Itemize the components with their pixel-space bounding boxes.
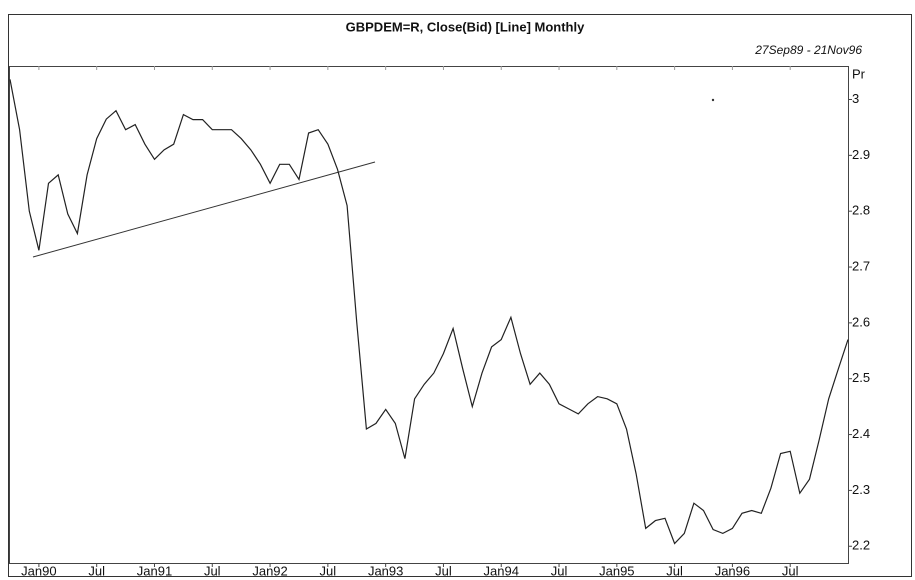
x-tick-label: Jul [88,563,105,578]
y-tick-label: 2.2 [852,538,870,553]
x-tick-label: Jan95 [599,563,634,578]
trend-line [32,161,376,258]
y-tick-label: 2.3 [852,482,870,497]
plot-area [9,66,849,564]
x-tick-label: Jul [666,563,683,578]
x-tick-label: Jan93 [368,563,403,578]
x-tick-label: Jan94 [484,563,519,578]
x-tick-label: Jan90 [21,563,56,578]
y-tick-label: 2.7 [852,258,870,273]
x-tick-label: Jul [782,563,799,578]
chart-subtitle: 27Sep89 - 21Nov96 [754,43,862,57]
x-tick-label: Jan92 [252,563,287,578]
x-tick-label: Jul [320,563,337,578]
y-tick-label: 3 [852,91,859,106]
frame [8,14,912,577]
price-line [9,79,849,545]
y-tick-label: 2.6 [852,314,870,329]
dot [711,98,715,102]
y-axis-label: Pr [852,66,866,81]
y-tick-label: 2.4 [852,426,870,441]
y-tick-label: 2.9 [852,147,870,162]
chart-title: GBPDEM=R, Close(Bid) [Line] Monthly [346,19,585,34]
y-tick-label: 2.5 [852,370,870,385]
x-tick-label: Jan96 [715,563,750,578]
x-tick-label: Jul [204,563,221,578]
y-tick-label: 2.8 [852,203,870,218]
x-tick-label: Jul [435,563,452,578]
x-tick-label: Jan91 [137,563,172,578]
x-tick-label: Jul [551,563,568,578]
